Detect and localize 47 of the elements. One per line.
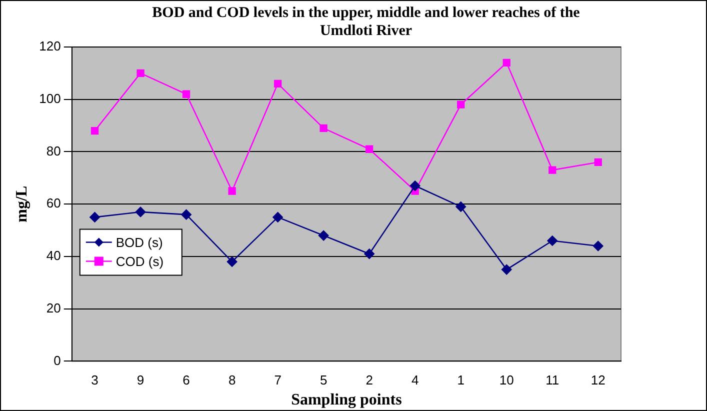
y-tick-label: 60 <box>46 196 61 211</box>
x-tick-label: 3 <box>91 372 98 388</box>
y-axis-title: mg/L <box>14 186 31 222</box>
point <box>501 264 512 275</box>
point <box>364 248 374 259</box>
x-tick-label: 4 <box>411 372 419 388</box>
y-tick-label: 0 <box>54 352 61 368</box>
point <box>135 206 146 218</box>
x-tick-label: 2 <box>366 372 373 388</box>
point <box>274 80 282 88</box>
x-tick-label: 6 <box>182 372 190 388</box>
point <box>365 145 374 153</box>
point <box>456 202 466 212</box>
point <box>182 90 190 98</box>
y-tick-label: 20 <box>46 300 61 316</box>
y-tick-label: 40 <box>46 248 61 264</box>
point <box>272 212 283 222</box>
point <box>226 256 238 267</box>
point <box>592 240 604 252</box>
point <box>410 180 420 191</box>
x-axis-title: Sampling points <box>291 392 402 409</box>
x-tick-label: 12 <box>590 372 606 388</box>
point <box>320 124 328 132</box>
point <box>318 230 329 241</box>
point <box>457 100 465 108</box>
point <box>502 58 510 67</box>
x-tick-label: 7 <box>274 372 282 388</box>
y-tick-label: 120 <box>39 38 61 54</box>
point <box>136 69 144 78</box>
x-tick-label: 1 <box>457 372 464 388</box>
legend-label: BOD (s) <box>116 234 163 250</box>
y-tick-label: 80 <box>46 143 61 158</box>
x-tick-label: 5 <box>320 372 328 388</box>
y-tick-label: 100 <box>39 90 61 106</box>
point <box>90 212 100 222</box>
point <box>548 166 556 174</box>
point <box>547 236 558 246</box>
point <box>594 158 602 166</box>
x-tick-label: 10 <box>499 372 514 388</box>
point <box>181 209 192 220</box>
x-tick-label: 9 <box>136 372 144 388</box>
legend-label: COD (s) <box>116 254 164 269</box>
x-tick-label: 8 <box>228 372 236 388</box>
chart-title: BOD and COD levels in the upper, middle and lower reaches of the Umdloti River <box>151 4 581 40</box>
point <box>90 126 99 135</box>
point <box>228 187 236 195</box>
x-tick-label: 11 <box>546 372 560 388</box>
